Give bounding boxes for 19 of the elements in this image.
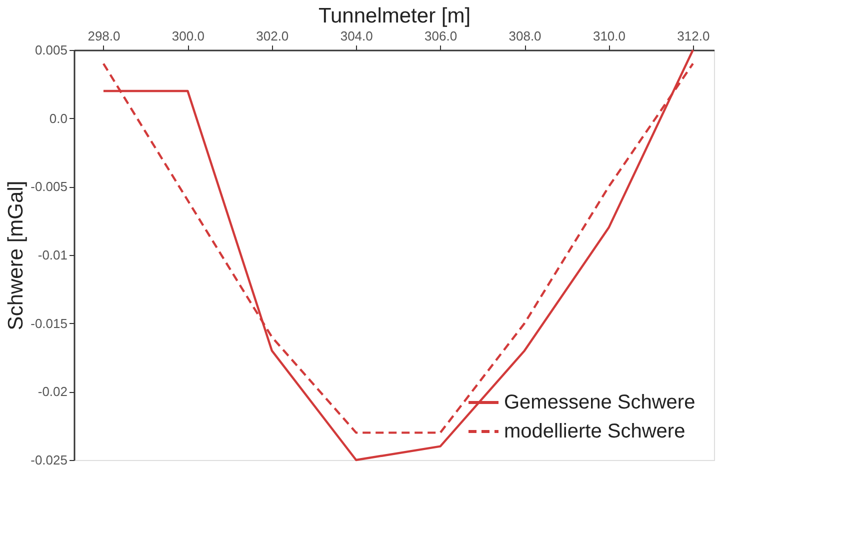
x-axis-title: Tunnelmeter [m] xyxy=(318,4,471,28)
x-tick-label: 302.0 xyxy=(256,28,289,44)
y-tick-label: 0.0 xyxy=(49,110,68,126)
y-tick-label: -0.015 xyxy=(30,316,68,331)
y-tick-label: -0.01 xyxy=(38,248,68,262)
y-axis-title: Schwere [mGal] xyxy=(4,180,28,330)
y-tick-label: -0.02 xyxy=(38,384,68,400)
y-tick-label: 0.005 xyxy=(34,42,68,58)
x-tick-label: 298.0 xyxy=(88,28,120,44)
x-tick-label: 304.0 xyxy=(340,28,373,44)
y-tick-label: -0.025 xyxy=(30,452,68,468)
x-tick-label: 310.0 xyxy=(592,28,626,44)
y-tick-label: -0.005 xyxy=(30,179,68,194)
x-tick-label: 312.0 xyxy=(677,28,710,44)
x-tick-label: 306.0 xyxy=(424,28,458,44)
legend-label: Gemessene Schwere xyxy=(504,392,696,414)
legend-label: modellierte Schwere xyxy=(504,420,686,442)
x-tick-label: 300.0 xyxy=(172,28,204,44)
x-tick-label: 308.0 xyxy=(508,28,542,44)
